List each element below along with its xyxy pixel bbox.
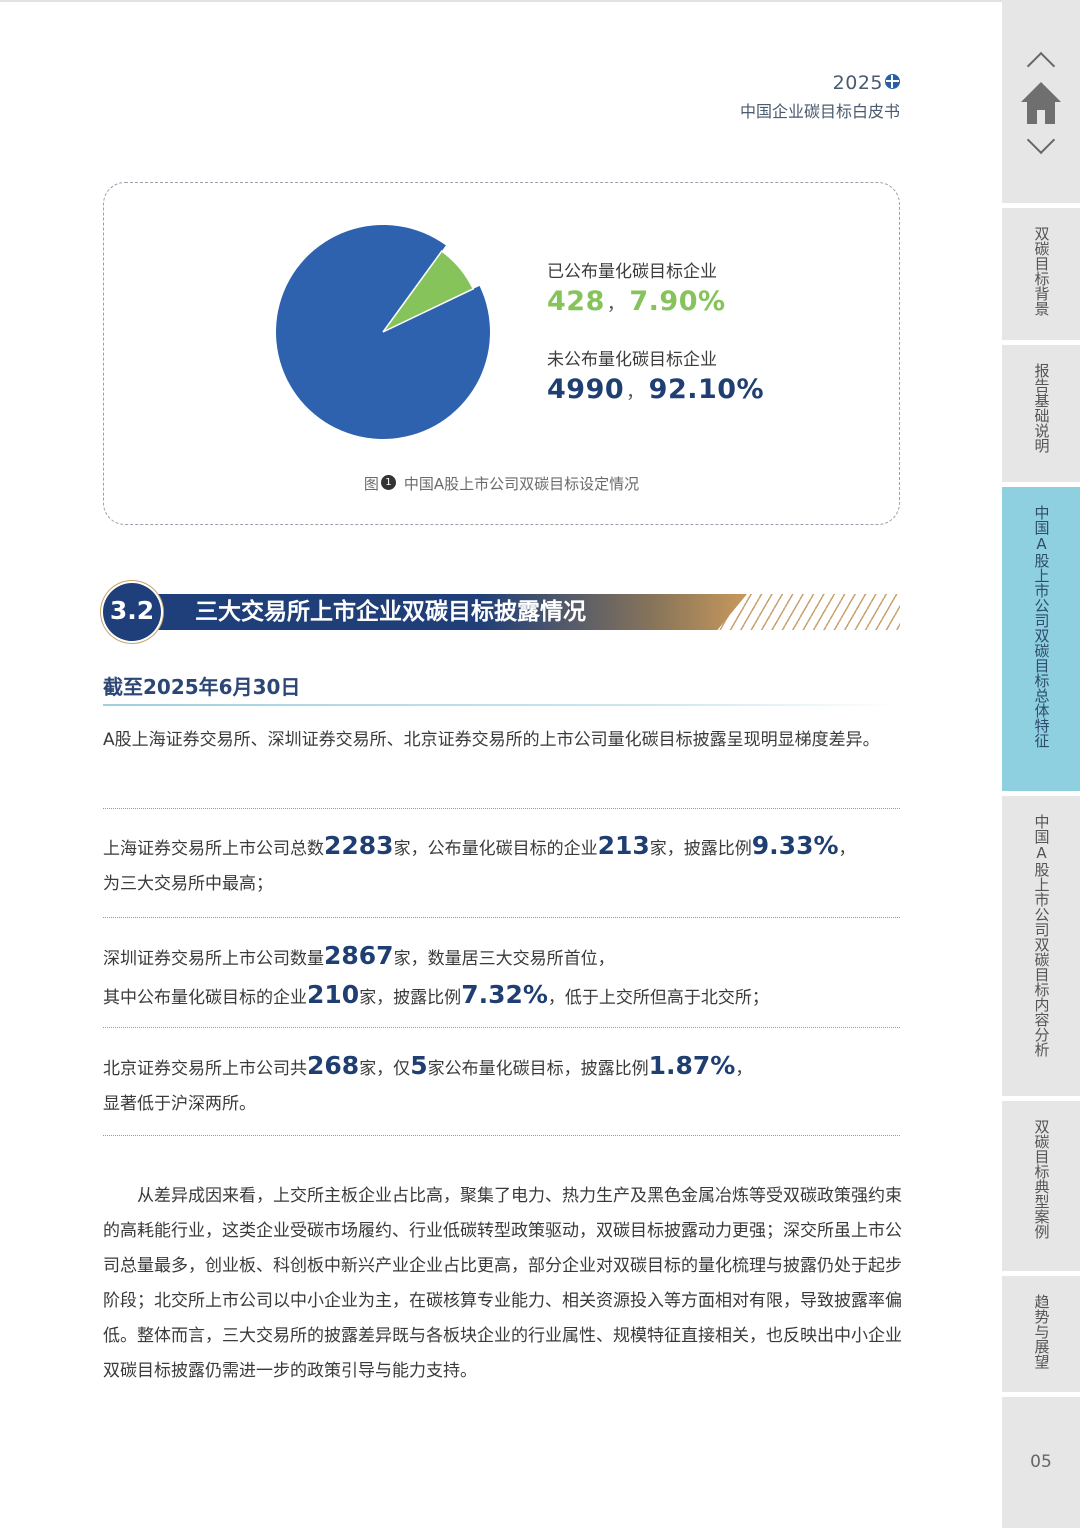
figure-number-badge: 1 [380,475,396,490]
closing-paragraph: 从差异成因来看，上交所主板企业占比高，聚集了电力、热力生产及黑色金属冶炼等受双碳… [103,1186,902,1381]
section-number: 3.2 [103,583,161,641]
section-title-bar [155,594,747,630]
stat-number: 5 [410,1051,428,1080]
sidebar-item-label: 双碳目标典型案例 [1032,1119,1051,1239]
sidebar-item-label: 中国A股上市公司双碳目标总体特征 [1032,505,1051,748]
page-number: 05 [1030,1452,1052,1472]
sidebar-item-background[interactable]: 双碳目标背景 [1002,208,1080,340]
sidebar-item-outlook[interactable]: 趋势与展望 [1002,1276,1080,1392]
legend-count: 4990 [547,374,625,405]
chevron-down-icon[interactable] [1026,125,1056,155]
sidebar-item-content-analysis[interactable]: 中国A股上市公司双碳目标内容分析 [1002,796,1080,1096]
stat-number: 2283 [324,831,394,860]
globe-icon [885,74,900,89]
dotted-divider [103,1135,900,1136]
stat-number: 268 [307,1051,360,1080]
sidebar-item-label: 趋势与展望 [1032,1294,1051,1369]
legend-label: 未公布量化碳目标企业 [547,350,717,370]
home-nav [1002,0,1080,203]
dotted-divider [103,1027,900,1028]
header-year: 2025 [832,72,883,94]
intro-paragraph: A股上海证券交易所、深圳证券交易所、北京证券交易所的上市公司量化碳目标披露呈现明… [103,730,880,750]
caption-text: 中国A股上市公司双碳目标设定情况 [403,475,640,493]
date-underline [103,704,900,706]
legend-percent: 92.10% [648,374,765,405]
figure-caption: 图 1 中国A股上市公司双碳目标设定情况 [104,473,899,494]
stat-beijing: 北京证券交易所上市公司共268家，仅5家公布量化碳目标，披露比例1.87%， 显… [103,1051,753,1114]
pie-figure: 已公布量化碳目标企业 428， 7.90% 未公布量化碳目标企业 4990， 92.… [103,182,900,525]
stat-number: 213 [597,831,650,860]
date-heading: 截至2025年6月30日 [103,675,301,699]
sidebar-item-cases[interactable]: 双碳目标典型案例 [1002,1101,1080,1271]
sidebar-item-overall-features[interactable]: 中国A股上市公司双碳目标总体特征 [1002,487,1080,791]
caption-prefix: 图 [363,475,379,493]
page-number-block [1002,1397,1080,1528]
legend-label: 已公布量化碳目标企业 [547,262,717,282]
stat-shenzhen: 深圳证券交易所上市公司数量2867家，数量居三大交易所首位， 其中公布量化碳目标… [103,941,769,1009]
legend-percent: 7.90% [629,286,726,317]
document-header: 2025 中国企业碳目标白皮书 [740,72,900,122]
legend-unpublished: 未公布量化碳目标企业 4990， 92.10% [547,345,764,405]
sidebar-item-basis[interactable]: 报告基础说明 [1002,345,1080,482]
stat-number: 2867 [324,941,394,970]
chevron-up-icon[interactable] [1026,51,1056,81]
header-subtitle: 中国企业碳目标白皮书 [739,102,900,121]
legend-separator: ， [606,294,626,315]
section-header: 3.2 三大交易所上市企业双碳目标披露情况 [103,583,900,641]
stat-number: 1.87% [648,1051,736,1080]
legend-separator: ， [626,382,645,403]
legend-published: 已公布量化碳目标企业 428， 7.90% [547,257,726,317]
stat-shanghai: 上海证券交易所上市公司总数2283家，公布量化碳目标的企业213家，披露比例9.… [103,831,856,894]
pie-chart [276,225,490,439]
stat-number: 210 [307,980,360,1009]
legend-count: 428 [547,286,605,317]
sidebar-item-label: 报告基础说明 [1032,363,1051,453]
sidebar-item-label: 双碳目标背景 [1032,226,1051,316]
section-title: 三大交易所上市企业双碳目标披露情况 [195,599,586,625]
stat-number: 7.32% [461,980,548,1009]
chapter-sidebar: 双碳目标背景 报告基础说明 中国A股上市公司双碳目标总体特征 中国A股上市公司双… [1002,0,1080,1528]
sidebar-item-label: 中国A股上市公司双碳目标内容分析 [1032,814,1051,1057]
top-divider [0,0,1002,2]
home-icon[interactable] [1020,80,1062,126]
dotted-divider [103,808,900,809]
dotted-divider [103,917,900,918]
pie-slice-published [382,250,475,333]
stat-number: 9.33% [751,831,839,860]
